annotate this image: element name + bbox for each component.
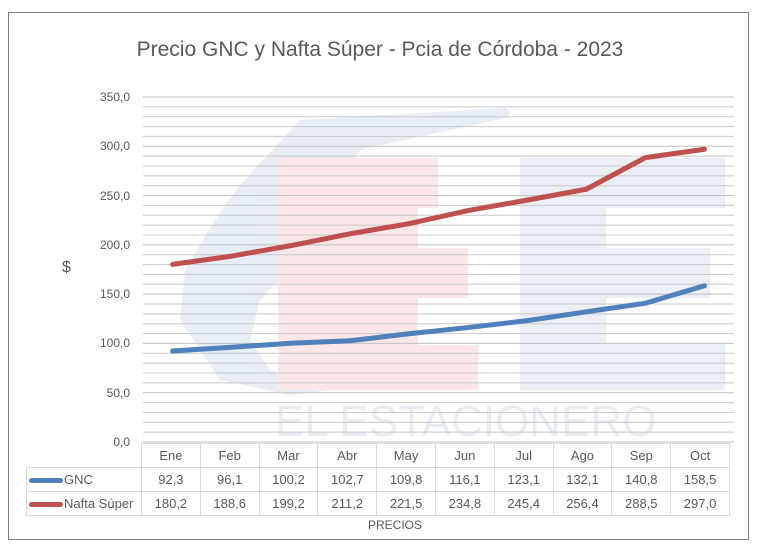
y-axis-label: $	[62, 259, 71, 276]
legend-nafta: Nafta Súper	[26, 491, 142, 516]
data-cell: 211,2	[317, 491, 378, 516]
y-tick: 50,0	[106, 386, 130, 400]
data-cell: 234,8	[434, 491, 495, 516]
legend-key-nafta	[29, 502, 63, 508]
category-label: Abr	[317, 443, 378, 468]
y-tick: 300,0	[99, 139, 130, 153]
data-cell: 109,8	[376, 467, 436, 492]
data-cell: 140,8	[611, 467, 672, 492]
legend-gnc: GNC	[26, 467, 142, 492]
data-table: Ene Feb Mar Abr May Jun Jul Ago Sep Oct …	[26, 443, 730, 516]
x-axis-title: PRECIOS	[367, 518, 422, 532]
series-line-1	[170, 146, 707, 267]
y-tick: 250,0	[99, 189, 130, 203]
data-cell: 288,5	[611, 491, 672, 516]
y-tick: 200,0	[99, 238, 130, 252]
category-label: Jun	[434, 443, 495, 468]
category-row: Ene Feb Mar Abr May Jun Jul Ago Sep Oct	[26, 443, 730, 468]
series-lines	[170, 146, 707, 354]
series-row-nafta: Nafta Súper 180,2 188,6 199,2 211,2 221,…	[26, 491, 730, 516]
data-cell: 180,2	[141, 491, 201, 516]
data-cell: 221,5	[376, 491, 436, 516]
data-cell: 188,6	[199, 491, 260, 516]
category-label: Sep	[611, 443, 672, 468]
y-tick: 350,0	[99, 90, 130, 104]
category-label: Mar	[258, 443, 319, 468]
data-cell: 132,1	[552, 467, 613, 492]
category-label: Ene	[141, 443, 201, 468]
chart-title: Precio GNC y Nafta Súper - Pcia de Córdo…	[136, 38, 624, 61]
y-tick: 100,0	[99, 336, 130, 350]
data-cell: 102,7	[317, 467, 378, 492]
watermark-logo: EL ESTACIONERO	[180, 108, 725, 446]
data-cell: 297,0	[670, 491, 730, 516]
gridlines	[143, 96, 734, 443]
watermark-text: EL ESTACIONERO	[275, 397, 656, 446]
data-cell: 116,1	[434, 467, 495, 492]
data-cell: 123,1	[493, 467, 554, 492]
data-cell: 100,2	[258, 467, 319, 492]
category-label: Oct	[670, 443, 730, 468]
data-cell: 158,5	[670, 467, 730, 492]
series-row-gnc: GNC 92,3 96,1 100,2 102,7 109,8 116,1 12…	[26, 467, 730, 492]
data-cell: 199,2	[258, 491, 319, 516]
data-cell: 245,4	[493, 491, 554, 516]
category-label: Feb	[199, 443, 260, 468]
data-cell: 92,3	[141, 467, 201, 492]
data-cell: 96,1	[199, 467, 260, 492]
data-cell: 256,4	[552, 491, 613, 516]
category-label: May	[376, 443, 436, 468]
category-label: Ago	[552, 443, 613, 468]
legend-key-gnc	[29, 478, 63, 484]
series-line-0	[170, 283, 707, 354]
category-label: Jul	[493, 443, 554, 468]
y-tick: 150,0	[99, 287, 130, 301]
